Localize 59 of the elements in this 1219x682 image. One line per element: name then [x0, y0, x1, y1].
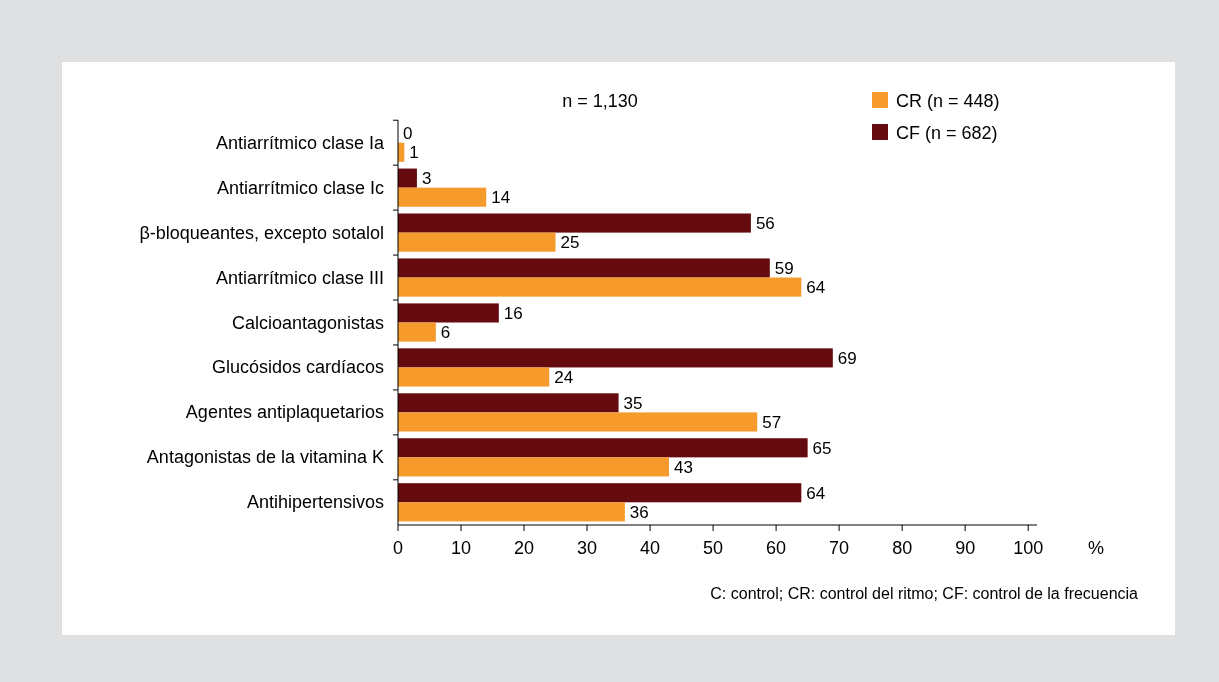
data-label: 56: [755, 214, 775, 234]
bar: [398, 457, 669, 477]
data-label: 3: [421, 169, 432, 189]
x-tick-label: 30: [577, 538, 598, 558]
data-label: 43: [673, 457, 693, 477]
legend-label: CR (n = 448): [896, 91, 1000, 111]
data-label: 6: [440, 323, 451, 343]
x-tick-label: 50: [703, 538, 724, 558]
bar: [398, 168, 417, 188]
y-tick-label: Antiarrítmico clase Ia: [215, 132, 385, 153]
legend-label: CF (n = 682): [896, 123, 998, 143]
bar: [398, 412, 758, 432]
x-tick-label: 60: [766, 538, 787, 558]
data-label: 57: [762, 412, 782, 432]
x-tick-label: 70: [829, 538, 850, 558]
bar: [398, 258, 770, 278]
bar: [398, 348, 833, 368]
bar: [398, 303, 499, 323]
bar: [398, 187, 487, 207]
x-axis-title: %: [1087, 538, 1105, 558]
bar: [398, 322, 436, 342]
data-label: 65: [812, 438, 832, 458]
data-label: 59: [774, 259, 794, 278]
x-tick-label: 0: [392, 538, 404, 558]
bar: [398, 393, 619, 413]
y-tick-label: Calcioantagonistas: [231, 312, 384, 333]
bar: [398, 232, 556, 252]
x-tick-label: 10: [451, 538, 472, 558]
y-tick-label: β-bloqueantes, excepto sotalol: [139, 222, 384, 243]
bar: [398, 213, 751, 233]
x-tick-label: 90: [955, 538, 976, 558]
x-tick-label: 80: [892, 538, 913, 558]
y-tick-label: Antagonistas de la vitamina K: [146, 447, 384, 468]
y-tick-label: Antiarrítmico clase III: [215, 267, 384, 288]
x-tick-label: 100: [1013, 538, 1044, 558]
bar: [398, 438, 808, 458]
x-tick-label: 40: [640, 538, 661, 558]
data-label: 64: [806, 278, 826, 298]
bar: [398, 502, 625, 522]
data-label: 64: [806, 483, 826, 503]
data-label: 14: [491, 188, 511, 208]
bar: [398, 367, 550, 387]
bar: [398, 277, 802, 297]
x-tick-label: 20: [514, 538, 535, 558]
bar: [398, 483, 802, 503]
data-label: 35: [623, 393, 643, 413]
y-tick-label: Antihipertensivos: [246, 492, 384, 513]
data-label: 24: [554, 368, 574, 387]
y-tick-label: Glucósidos cardíacos: [211, 357, 384, 378]
data-label: 36: [629, 502, 649, 522]
y-tick-label: Antiarrítmico clase Ic: [216, 177, 384, 198]
data-label: 69: [837, 348, 857, 368]
data-label: 1: [409, 143, 419, 163]
text: C: control; CR: control del ritmo; CF: control de la frecuencia: [710, 585, 1139, 602]
data-label: 25: [560, 233, 580, 253]
data-label: 0: [403, 124, 413, 144]
data-label: 16: [503, 303, 523, 323]
chart-title: n = 1,130: [562, 91, 638, 111]
y-tick-label: Agentes antiplaquetarios: [185, 402, 384, 423]
